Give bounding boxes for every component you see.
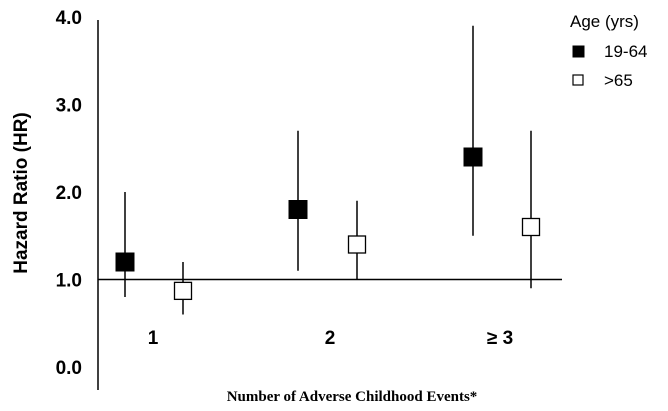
category-label: 1 — [148, 328, 159, 349]
data-marks — [115, 25, 541, 315]
y-tick-label: 3.0 — [56, 96, 82, 117]
point-estimate-marker — [347, 235, 367, 254]
category-label: ≥ 3 — [487, 328, 513, 349]
point-estimate-marker — [463, 147, 483, 167]
y-tick-label: 4.0 — [56, 8, 82, 29]
point-estimate-marker — [115, 252, 135, 272]
point-estimate-marker — [288, 200, 308, 219]
y-tick-labels: 0.0 1.0 2.0 3.0 4.0 — [56, 8, 82, 379]
legend-label-19-64: 19-64 — [604, 42, 647, 61]
y-axis-label: Hazard Ratio (HR) — [11, 112, 32, 274]
legend: Age (yrs) 19-64 >65 — [570, 12, 647, 90]
legend-marker-19-64 — [572, 45, 585, 58]
legend-title: Age (yrs) — [570, 12, 639, 31]
point-estimate-marker — [521, 217, 541, 237]
y-tick-label: 2.0 — [56, 183, 82, 204]
legend-marker-over-65 — [572, 74, 584, 86]
category-label: 2 — [325, 328, 336, 349]
y-tick-label: 0.0 — [56, 358, 82, 379]
y-tick-label: 1.0 — [56, 271, 82, 292]
category-labels: 1 2 ≥ 3 — [148, 328, 513, 349]
axes-layer — [97, 20, 562, 390]
legend-label-over-65: >65 — [604, 71, 633, 90]
point-estimate-marker — [173, 281, 193, 301]
x-axis-label: Number of Adverse Childhood Events* — [227, 389, 478, 405]
